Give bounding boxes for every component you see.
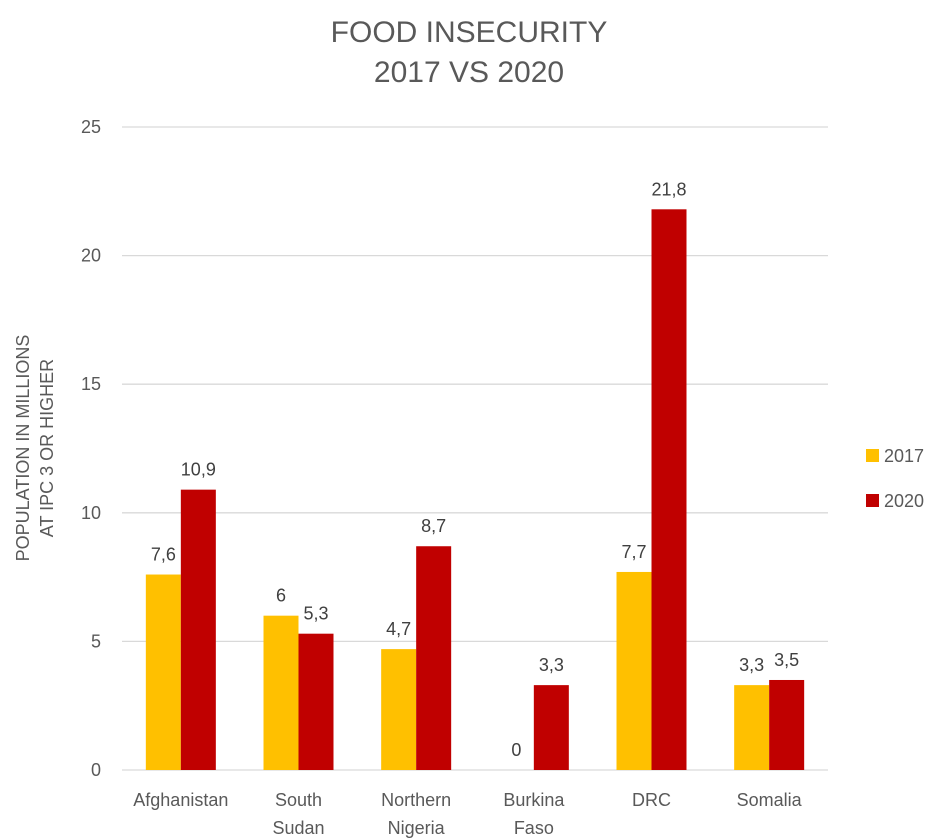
chart-title-line: FOOD INSECURITY — [331, 16, 608, 49]
data-label-2017: 6 — [276, 586, 286, 606]
y-tick-label: 10 — [81, 503, 101, 523]
data-label-2020: 3,5 — [774, 650, 799, 670]
bar-2020-2 — [416, 546, 452, 770]
data-label-2020: 3,3 — [539, 655, 564, 675]
bar-2017-0 — [145, 574, 181, 770]
x-category-label: DRC — [632, 790, 671, 810]
x-category-label: Faso — [514, 818, 554, 838]
x-category-label: Northern — [381, 790, 451, 810]
x-category-label: South — [275, 790, 322, 810]
bar-2020-4 — [651, 209, 687, 770]
y-axis-title-line: AT IPC 3 OR HIGHER — [37, 359, 57, 537]
data-label-2020: 8,7 — [421, 516, 446, 536]
x-category-label: Afghanistan — [133, 790, 228, 810]
data-label-2020: 10,9 — [181, 460, 216, 480]
chart-title: FOOD INSECURITY 2017 VS 2020 — [331, 16, 608, 89]
y-tick-label: 15 — [81, 374, 101, 394]
x-category-label: Somalia — [737, 790, 803, 810]
legend-swatch-2020 — [866, 494, 879, 507]
legend-label: 2020 — [884, 491, 924, 511]
data-label-2020: 21,8 — [651, 179, 686, 199]
y-tick-label: 20 — [81, 246, 101, 266]
y-tick-label: 5 — [91, 631, 101, 651]
bar-2017-5 — [734, 685, 770, 770]
legend: 2017 2020 — [866, 446, 924, 511]
bar-2020-1 — [298, 633, 334, 770]
bar-2017-2 — [381, 649, 417, 770]
legend-label: 2017 — [884, 446, 924, 466]
x-category-label: Burkina — [503, 790, 565, 810]
legend-swatch-2017 — [866, 449, 879, 462]
data-label-2017: 0 — [511, 740, 521, 760]
x-category-label: Sudan — [272, 818, 324, 838]
x-axis-categories: Afghanistan South Sudan Northern Nigeria Burk… — [133, 790, 802, 838]
bar-2020-3 — [533, 685, 569, 770]
y-tick-label: 25 — [81, 117, 101, 137]
bar-2020-5 — [769, 679, 805, 770]
data-label-2020: 5,3 — [303, 604, 328, 624]
y-tick-label: 0 — [91, 760, 101, 780]
bar-2017-1 — [263, 615, 299, 770]
chart-title-line: 2017 VS 2020 — [374, 56, 564, 89]
y-axis-label: POPULATION IN MILLIONS AT IPC 3 OR HIGHER — [13, 335, 57, 562]
gridlines — [122, 126, 828, 771]
data-label-2017: 7,7 — [621, 542, 646, 562]
data-label-2017: 4,7 — [386, 619, 411, 639]
data-label-2017: 3,3 — [739, 655, 764, 675]
bars — [145, 209, 805, 770]
data-label-2017: 7,6 — [151, 545, 176, 565]
y-axis-title-line: POPULATION IN MILLIONS — [13, 335, 33, 562]
bar-2020-0 — [180, 489, 216, 770]
y-axis-ticks: 0 5 10 15 20 25 — [81, 117, 101, 780]
x-category-label: Nigeria — [388, 818, 446, 838]
data-labels: 7,6 10,9 6 5,3 4,7 8,7 0 3,3 7,7 21,8 3,3 3,5 — [151, 179, 799, 760]
y-axis-title: POPULATION IN MILLIONS AT IPC 3 OR HIGHER — [13, 335, 57, 562]
bar-2017-4 — [616, 571, 652, 770]
